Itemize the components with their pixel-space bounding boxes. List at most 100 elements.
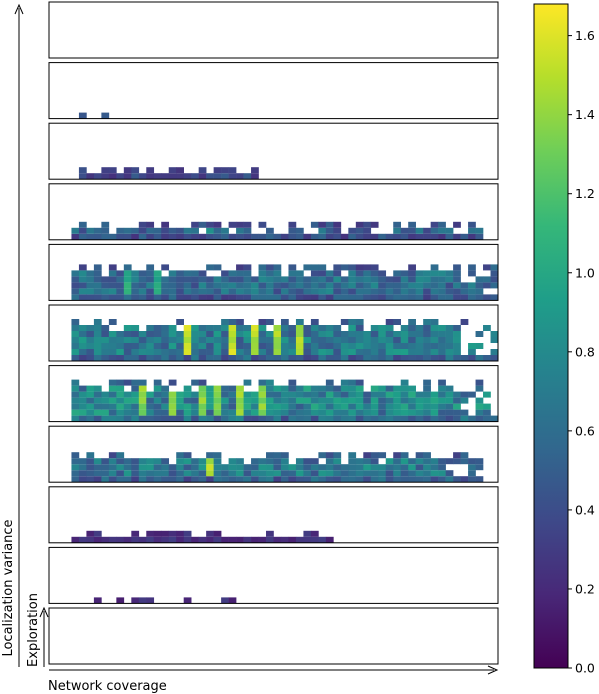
heatmap-cell: [453, 349, 461, 355]
heatmap-cell: [206, 476, 214, 483]
heatmap-cell: [191, 325, 199, 331]
heatmap-cell: [213, 452, 222, 459]
heatmap-cell: [108, 264, 117, 271]
heatmap-cell: [131, 343, 140, 349]
heatmap-cell: [363, 288, 372, 295]
heatmap-cell: [430, 391, 439, 398]
heatmap-cell: [445, 294, 454, 301]
heatmap-cell: [295, 536, 304, 543]
heatmap-cell: [468, 233, 476, 240]
heatmap-cell: [86, 355, 95, 361]
heatmap-cell: [363, 282, 372, 289]
heatmap-cell: [108, 343, 117, 349]
heatmap-cell: [295, 403, 304, 410]
heatmap-cell: [236, 233, 244, 240]
heatmap-cell: [453, 264, 461, 271]
heatmap-cell: [280, 476, 289, 483]
heatmap-cell: [206, 464, 214, 471]
heatmap-cell: [325, 409, 334, 416]
heatmap-cell: [101, 415, 110, 422]
heatmap-cell: [295, 355, 304, 361]
heatmap-cell: [266, 379, 274, 386]
heatmap-cell: [453, 415, 461, 422]
heatmap-cell: [183, 530, 192, 537]
heatmap-cell: [325, 355, 334, 361]
colorbar-ticks: 0.0 0.2 0.4 0.6 0.8 1.0 1.2 1.4 1.6: [568, 28, 595, 676]
heatmap-cell: [280, 397, 289, 404]
heatmap-cell: [176, 227, 184, 234]
heatmap-cell: [430, 319, 439, 325]
heatmap-cell: [325, 349, 334, 355]
heatmap-cell: [333, 221, 342, 228]
heatmap-cell: [228, 397, 237, 404]
heatmap-cell: [131, 270, 140, 277]
colorbar-tick-label: 1.0: [575, 265, 595, 280]
heatmap-cell: [370, 294, 379, 301]
heatmap-cell: [191, 409, 199, 416]
heatmap-cell: [303, 294, 312, 301]
heatmap-cell: [355, 319, 364, 325]
heatmap-cell: [393, 415, 402, 422]
heatmap-cell: [310, 294, 319, 301]
heatmap-cell: [86, 331, 95, 337]
heatmap-cell: [78, 397, 87, 404]
heatmap-cell: [251, 288, 259, 295]
heatmap-cell: [333, 331, 342, 337]
heatmap-cell: [318, 227, 327, 234]
heatmap-cell: [400, 349, 409, 355]
heatmap-cell: [310, 270, 319, 277]
heatmap-cell: [78, 331, 87, 337]
heatmap-cell: [378, 391, 387, 398]
heatmap-cell: [221, 597, 229, 604]
heatmap-cell: [438, 379, 446, 386]
heatmap-cell: [138, 458, 147, 465]
heatmap-cell: [198, 476, 207, 483]
heatmap-cell: [438, 458, 446, 465]
heatmap-cell: [318, 452, 327, 459]
heatmap-cell: [490, 355, 499, 361]
heatmap-cell: [423, 337, 431, 343]
heatmap-cell: [370, 276, 379, 283]
heatmap-cell: [430, 282, 439, 289]
colorbar-tick-label: 1.6: [575, 28, 595, 43]
heatmap-cell: [295, 385, 304, 392]
heatmap-cell: [273, 536, 282, 543]
heatmap-cell: [86, 294, 95, 301]
heatmap-cell: [101, 536, 110, 543]
heatmap-cell: [453, 270, 461, 277]
heatmap-cell: [258, 288, 267, 295]
heatmap-cell: [146, 221, 155, 228]
heatmap-cell: [333, 264, 342, 271]
heatmap-cell: [116, 379, 125, 386]
heatmap-cell: [146, 337, 155, 343]
heatmap-cell: [101, 282, 110, 289]
heatmap-cell: [228, 355, 237, 361]
heatmap-cell: [123, 355, 132, 361]
heatmap-cell: [295, 337, 304, 343]
heatmap-cell: [295, 397, 304, 404]
heatmap-cell: [363, 331, 372, 337]
heatmap-cell: [146, 464, 155, 471]
heatmap-cell: [168, 355, 177, 361]
heatmap-cell: [430, 397, 439, 404]
heatmap-cell: [408, 464, 416, 471]
heatmap-cell: [161, 337, 170, 343]
heatmap-cell: [161, 355, 170, 361]
heatmap-cell: [168, 337, 177, 343]
heatmap-cell: [236, 536, 244, 543]
heatmap-cell: [415, 343, 424, 349]
heatmap-cell: [108, 233, 117, 240]
heatmap-cell: [266, 282, 274, 289]
heatmap-cell: [363, 221, 372, 228]
heatmap-cell: [123, 227, 132, 234]
heatmap-cell: [393, 397, 402, 404]
heatmap-cell: [355, 476, 364, 483]
heatmap-cell: [355, 233, 364, 240]
heatmap-cell: [288, 233, 297, 240]
heatmap-cell: [221, 470, 229, 477]
heatmap-cell: [430, 458, 439, 465]
heatmap-cell: [333, 458, 342, 465]
heatmap-cell: [123, 409, 132, 416]
heatmap-cell: [123, 337, 132, 343]
heatmap-cell: [71, 403, 80, 410]
